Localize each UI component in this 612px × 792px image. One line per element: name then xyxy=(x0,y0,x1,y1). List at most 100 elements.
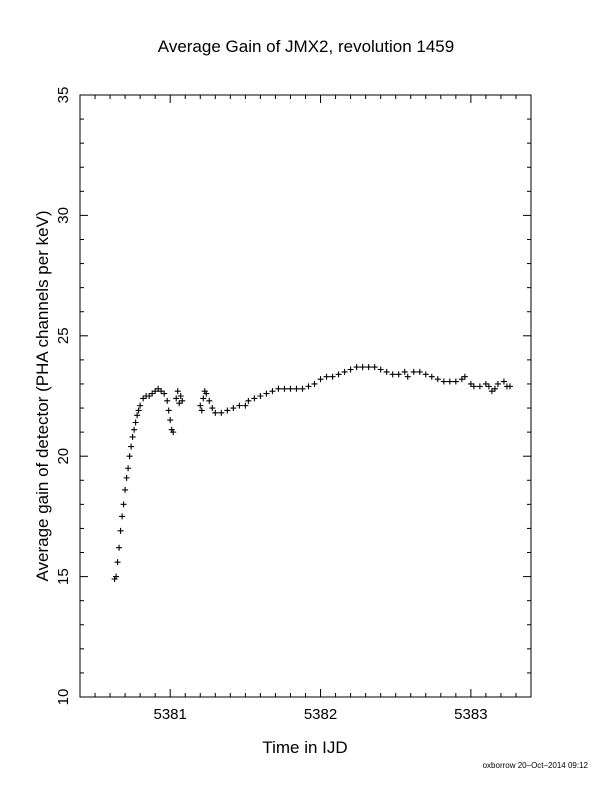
data-point xyxy=(132,419,139,426)
data-point xyxy=(347,366,354,373)
data-point xyxy=(404,373,411,380)
data-point xyxy=(203,390,210,397)
data-point xyxy=(167,417,174,424)
data-point xyxy=(173,395,180,402)
data-point xyxy=(257,393,264,399)
data-point xyxy=(500,378,507,385)
data-point xyxy=(434,376,441,383)
chart-title: Average Gain of JMX2, revolution 1459 xyxy=(158,37,454,56)
data-point xyxy=(395,371,402,378)
data-point xyxy=(129,433,136,440)
data-point xyxy=(269,388,276,395)
data-point xyxy=(179,397,186,404)
data-point xyxy=(476,383,483,390)
data-point xyxy=(113,573,120,580)
data-point xyxy=(287,385,294,392)
data-point xyxy=(224,407,231,414)
data-point xyxy=(209,405,216,412)
data-point xyxy=(114,559,121,566)
data-point xyxy=(470,383,477,390)
data-point xyxy=(135,407,142,414)
data-point xyxy=(365,364,372,371)
data-point xyxy=(120,501,127,508)
y-tick-label: 15 xyxy=(55,568,72,585)
data-point xyxy=(123,474,130,481)
data-point xyxy=(177,393,184,399)
data-point xyxy=(428,373,435,380)
data-point xyxy=(383,368,390,375)
data-point xyxy=(117,527,124,534)
data-point xyxy=(198,407,205,414)
data-point xyxy=(482,380,489,387)
data-point xyxy=(341,368,348,375)
x-axis-label: Time in IJD xyxy=(262,738,347,757)
data-point xyxy=(174,388,181,395)
data-point xyxy=(491,385,498,392)
data-point xyxy=(401,368,408,375)
data-point xyxy=(155,385,162,392)
data-point xyxy=(353,364,360,371)
data-points xyxy=(111,364,513,583)
data-point xyxy=(311,380,318,387)
y-tick-label: 35 xyxy=(55,87,72,104)
data-point xyxy=(293,385,300,392)
data-point xyxy=(458,376,465,383)
data-point xyxy=(281,385,288,392)
data-point xyxy=(236,402,243,409)
y-axis-ticks: 10 15 20 25 30 35 xyxy=(55,87,531,706)
data-point xyxy=(218,409,225,416)
data-point xyxy=(119,513,126,520)
data-point xyxy=(149,390,156,397)
x-tick-label: 5381 xyxy=(154,706,187,723)
data-point xyxy=(242,402,249,409)
data-point xyxy=(161,390,168,397)
data-point xyxy=(164,397,171,404)
data-point xyxy=(206,397,213,404)
data-point xyxy=(488,388,495,395)
data-point xyxy=(317,376,324,383)
data-point xyxy=(212,409,219,416)
y-tick-label: 10 xyxy=(55,689,72,706)
data-point xyxy=(335,371,342,378)
data-point xyxy=(422,371,429,378)
data-point xyxy=(410,368,417,375)
data-point xyxy=(467,380,474,387)
x-tick-label: 5382 xyxy=(304,706,337,723)
data-point xyxy=(197,402,204,409)
data-point xyxy=(263,390,270,397)
data-point xyxy=(299,385,306,392)
data-point xyxy=(416,368,423,375)
y-tick-label: 20 xyxy=(55,448,72,465)
data-point xyxy=(165,407,172,414)
data-point xyxy=(116,544,123,551)
data-point xyxy=(122,486,129,493)
data-point xyxy=(245,397,252,404)
data-point xyxy=(494,380,501,387)
y-tick-label: 25 xyxy=(55,327,72,344)
y-tick-label: 30 xyxy=(55,207,72,224)
data-point xyxy=(359,364,366,371)
data-point xyxy=(506,383,513,390)
data-point xyxy=(125,465,132,472)
data-point xyxy=(134,412,141,419)
data-point xyxy=(152,388,159,395)
data-point xyxy=(275,385,282,392)
data-point xyxy=(305,383,312,390)
data-point xyxy=(200,395,207,402)
data-point xyxy=(158,388,165,395)
data-point xyxy=(440,378,447,385)
data-point xyxy=(329,373,336,380)
data-point xyxy=(377,366,384,373)
data-point xyxy=(170,429,177,436)
data-point xyxy=(140,395,147,402)
data-point xyxy=(251,395,258,402)
footer-credit: oxborrow 20–Oct–2014 09:12 xyxy=(483,761,589,770)
data-point xyxy=(230,405,237,412)
data-point xyxy=(323,373,330,380)
data-point xyxy=(131,426,138,433)
data-point xyxy=(452,378,459,385)
data-point xyxy=(146,393,153,399)
data-point xyxy=(176,400,183,407)
data-point xyxy=(128,443,135,450)
